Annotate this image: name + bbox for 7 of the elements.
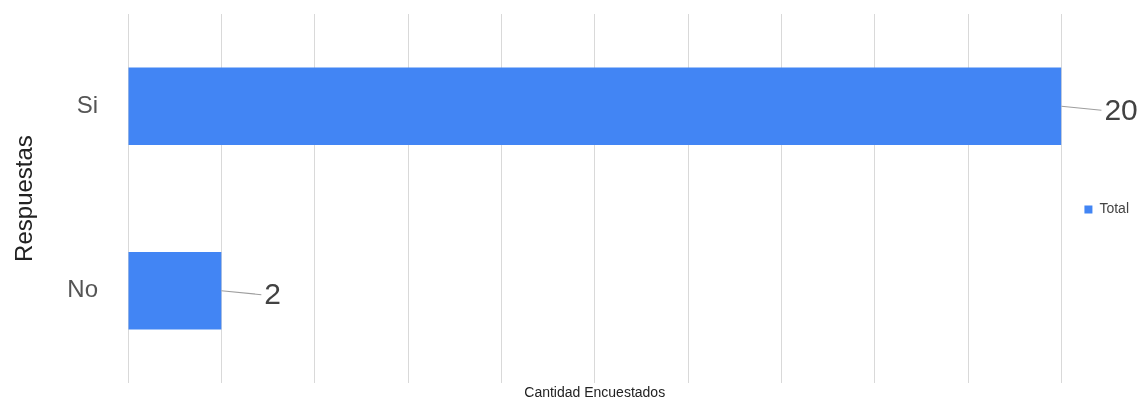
- x-axis-title: Cantidad Encuestados: [524, 384, 666, 401]
- data-label: 2: [264, 277, 282, 311]
- y-tick-label: No: [67, 275, 98, 303]
- y-axis-title: Respuestas: [10, 135, 38, 262]
- data-label: 20: [1104, 92, 1138, 126]
- y-tick-label: Si: [76, 90, 98, 118]
- legend-label: Total: [1099, 200, 1130, 217]
